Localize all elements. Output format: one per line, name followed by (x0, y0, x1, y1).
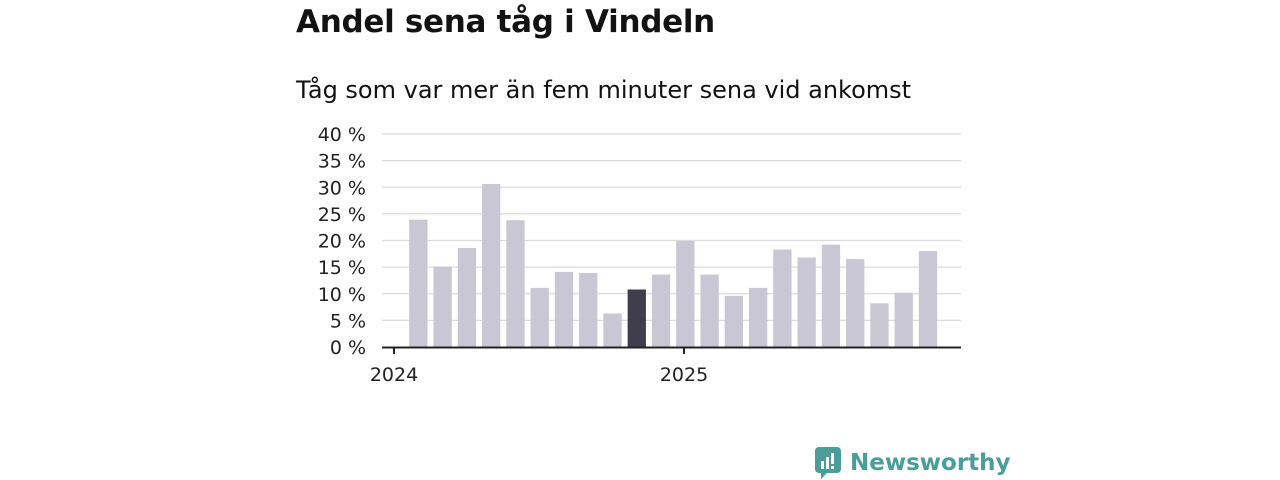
bar-2025-08 (870, 303, 889, 347)
bar-2024-01 (409, 219, 428, 347)
bar-2024-06 (530, 287, 549, 347)
bar-2025-01 (700, 274, 719, 347)
newsworthy-logo-icon (815, 447, 841, 479)
bar-2025-03 (748, 287, 768, 347)
y-tick-label: 25 % (318, 204, 366, 226)
y-tick-label: 40 % (318, 124, 366, 146)
y-tick-label: 5 % (330, 310, 366, 332)
y-tick-label: 10 % (318, 284, 366, 306)
y-tick-label: 20 % (318, 231, 366, 253)
bar-2024-04 (482, 184, 501, 347)
bar-2024-07 (554, 271, 574, 347)
x-tick-label: 2025 (660, 364, 708, 386)
bar-2025-05 (797, 257, 816, 347)
y-tick-label: 35 % (318, 151, 366, 173)
bar-2025-04 (773, 249, 792, 347)
y-tick-label: 0 % (330, 337, 366, 359)
bar-2024-05 (506, 220, 525, 347)
bar-2025-06 (821, 244, 841, 347)
bar-2024-03 (457, 247, 477, 347)
axes: 0 % 5 % 10 % 15 % 20 % 25 % 30 % 35 % 40 % 2024 20… (318, 124, 961, 386)
chart-subtitle: Tåg som var mer än fem minuter sena vid … (296, 76, 912, 104)
bar-2024-08 (579, 272, 598, 347)
bar-2024-12 (676, 241, 695, 347)
bar-2024-09 (603, 313, 622, 347)
bar-2024-11 (651, 274, 671, 347)
bar-2025-09 (894, 292, 913, 347)
bar-2025-10 (918, 251, 938, 347)
bar-2025-07 (846, 259, 865, 347)
y-tick-label: 30 % (318, 177, 366, 199)
x-tick-label: 2024 (370, 364, 418, 386)
gridlines (382, 133, 961, 322)
bar-2025-02 (724, 295, 744, 347)
brand-name: Newsworthy (850, 450, 1011, 476)
bar-2024-10 (627, 289, 646, 347)
bar-2024-02 (433, 266, 452, 347)
chart-title: Andel sena tåg i Vindeln (296, 4, 715, 40)
bar-chart: 0 % 5 % 10 % 15 % 20 % 25 % 30 % 35 % 40 % 2024 20… (318, 124, 961, 386)
newsworthy-logo: Newsworthy (814, 446, 1011, 480)
y-tick-label: 15 % (318, 257, 366, 279)
bars (409, 184, 938, 347)
